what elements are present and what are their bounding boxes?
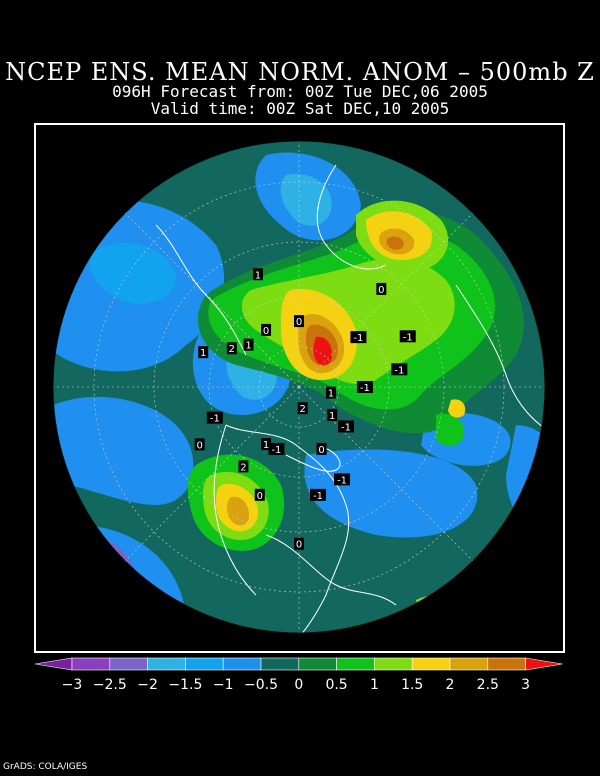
- colorbar-tick-label: −2.5: [93, 677, 127, 692]
- colorbar-tick-label: 0: [294, 677, 303, 692]
- contour-label-bg: [376, 282, 387, 295]
- contour-label-bg: [334, 473, 351, 486]
- contour-label-bg: [316, 442, 327, 455]
- colorbar-swatch: [298, 657, 337, 671]
- contour-label-bg: [238, 460, 249, 473]
- contour-label: -1: [394, 365, 404, 376]
- contour-label: 0: [296, 540, 302, 551]
- anomaly-field: [53, 141, 545, 633]
- contour-label: 1: [328, 389, 334, 400]
- colorbar-swatch: [109, 657, 148, 671]
- contour-label: 0: [378, 285, 384, 296]
- contour-label-bg: [310, 488, 327, 501]
- contour-label-bg: [252, 268, 263, 281]
- credit-label: GrADS: COLA/IGES: [3, 762, 88, 772]
- contour-label: -1: [341, 422, 351, 433]
- map-frame: 0 -1 -1 -1 -1 -1 -1 -1 -1 -1 1 1 1 1 1 1 2 2 2 0 0 0 0 0 0: [34, 123, 565, 653]
- colorbar-swatch: [185, 657, 224, 671]
- colorbar-tick-label: −0.5: [244, 677, 278, 692]
- contour-label: -1: [271, 445, 281, 456]
- colorbar-tick-label: 2.5: [477, 677, 499, 692]
- contour-label-bg: [294, 537, 304, 550]
- contour-label: 1: [200, 348, 206, 359]
- colorbar-tick-label: 2: [446, 677, 455, 692]
- contour-label: 0: [257, 491, 263, 502]
- contour-label-bg: [325, 386, 336, 399]
- colorbar-tick-labels: −3 −2.5 −2 −1.5 −1 −0.5 0 0.5 1 1.5 2 2.5 3: [62, 677, 530, 692]
- contour-label: 0: [318, 445, 324, 456]
- colorbar-tick-label: 3: [521, 677, 530, 692]
- contour-label: -1: [360, 383, 370, 394]
- colorbar-arrow-left: [34, 657, 73, 671]
- colorbar-tick-label: −1: [213, 677, 234, 692]
- colorbar-swatch: [411, 657, 451, 671]
- contour-label: 1: [263, 440, 269, 451]
- colorbar-swatches: [34, 657, 563, 671]
- colorbar-tick-label: 1: [370, 677, 379, 692]
- contour-label-bg: [350, 331, 367, 344]
- contour-label-bg: [198, 346, 209, 359]
- contour-label-bg: [399, 330, 416, 343]
- contour-label: -1: [337, 475, 347, 486]
- contour-label-bg: [226, 342, 237, 355]
- colorbar-swatch: [336, 657, 375, 671]
- contour-label-bg: [297, 402, 308, 415]
- colorbar: −3 −2.5 −2 −1.5 −1 −0.5 0 0.5 1 1.5 2 2.5 3: [34, 657, 563, 692]
- contour-label-bg: [337, 420, 354, 433]
- colorbar-tick-label: −2: [137, 677, 158, 692]
- colorbar-swatch: [449, 657, 489, 671]
- contour-label: -1: [353, 333, 363, 344]
- valid-time-label: Valid time: 00Z Sat DEC,10 2005: [150, 99, 450, 118]
- contour-label-bg: [391, 363, 408, 376]
- colorbar-tick-label: −1.5: [168, 677, 202, 692]
- contour-label: 0: [296, 317, 302, 328]
- coastlines: [155, 164, 545, 633]
- contour-label: -1: [403, 332, 413, 343]
- colorbar-swatch: [260, 657, 300, 671]
- contour-label: -1: [313, 491, 323, 502]
- colorbar-arrow-right: [525, 657, 563, 671]
- contour-label-bg: [243, 338, 254, 351]
- contour-label: 0: [263, 326, 269, 337]
- contour-label: -1: [210, 414, 220, 425]
- contour-label-bg: [268, 442, 285, 455]
- contour-label-bg: [194, 438, 205, 451]
- contour-label-bg: [254, 488, 265, 501]
- contour-label: 2: [300, 404, 306, 415]
- colorbar-tick-label: 1.5: [401, 677, 423, 692]
- colorbar-swatch: [374, 657, 413, 671]
- colorbar-tick-label: −3: [62, 677, 83, 692]
- contour-label: 0: [196, 440, 202, 451]
- colorbar-swatch: [487, 657, 526, 671]
- colorbar-swatch: [147, 657, 186, 671]
- colorbar-tick-label: 0.5: [325, 677, 347, 692]
- contour-label-bg: [294, 315, 304, 328]
- contour-label: 2: [229, 344, 235, 355]
- contour-label: 1: [245, 341, 251, 352]
- contour-label: 1: [329, 411, 335, 422]
- contour-label-bg: [327, 408, 338, 421]
- contour-label: 2: [240, 462, 246, 473]
- contour-label: 1: [255, 270, 261, 281]
- contour-label-bg: [261, 438, 272, 451]
- colorbar-swatch: [222, 657, 262, 671]
- contour-label-bg: [206, 411, 223, 424]
- contour-label-bg: [261, 323, 272, 336]
- colorbar-swatch: [71, 657, 111, 671]
- forecast-time-label: 096H Forecast from: 00Z Tue DEC,06 2005: [112, 82, 488, 101]
- map-title: NCEP ENS. MEAN NORM. ANOM – 500mb Z: [5, 58, 595, 86]
- contour-label-bg: [356, 381, 373, 393]
